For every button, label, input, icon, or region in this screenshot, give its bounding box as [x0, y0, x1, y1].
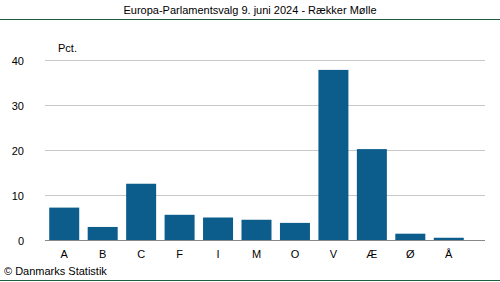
x-tick-label: Æ	[366, 248, 377, 260]
y-tick-label: 40	[12, 55, 24, 67]
x-tick-label: O	[291, 248, 300, 260]
grid-line	[45, 150, 485, 151]
x-tick-label: A	[61, 248, 69, 260]
x-tick-label: Å	[445, 248, 453, 260]
frame-line	[0, 280, 500, 281]
bar	[434, 238, 464, 240]
bar	[203, 218, 233, 241]
x-tick-label: V	[330, 248, 338, 260]
bar	[165, 215, 195, 240]
y-label: Pct.	[58, 42, 77, 54]
x-tick-label: Ø	[406, 248, 415, 260]
bar	[126, 184, 156, 240]
bar	[357, 149, 387, 240]
bars	[49, 70, 464, 240]
bar	[88, 227, 118, 240]
y-tick-label: 30	[12, 100, 24, 112]
grid-line	[45, 105, 485, 106]
x-tick-label: C	[137, 248, 145, 260]
bar	[280, 223, 310, 240]
y-tick-label: 10	[12, 190, 24, 202]
grid-line	[45, 60, 485, 61]
title: Europa-Parlamentsvalg 9. juni 2024 - Ræk…	[123, 4, 376, 16]
y-tick-label: 0	[18, 235, 24, 247]
grid-line	[45, 195, 485, 196]
x-tick-label: F	[176, 248, 183, 260]
y-tick-label: 20	[12, 145, 24, 157]
x-tick-label: M	[252, 248, 261, 260]
grid-line	[45, 240, 485, 241]
x-tick-label: I	[217, 248, 220, 260]
bar	[395, 234, 425, 240]
bar	[242, 220, 272, 240]
annotation: © Danmarks Statistik	[4, 265, 107, 277]
chart: Europa-Parlamentsvalg 9. juni 2024 - Ræk…	[0, 0, 500, 282]
x-axis	[45, 240, 485, 241]
bar	[318, 70, 348, 240]
frame-line	[0, 19, 500, 20]
bar	[49, 208, 79, 240]
x-tick-label: B	[99, 248, 106, 260]
